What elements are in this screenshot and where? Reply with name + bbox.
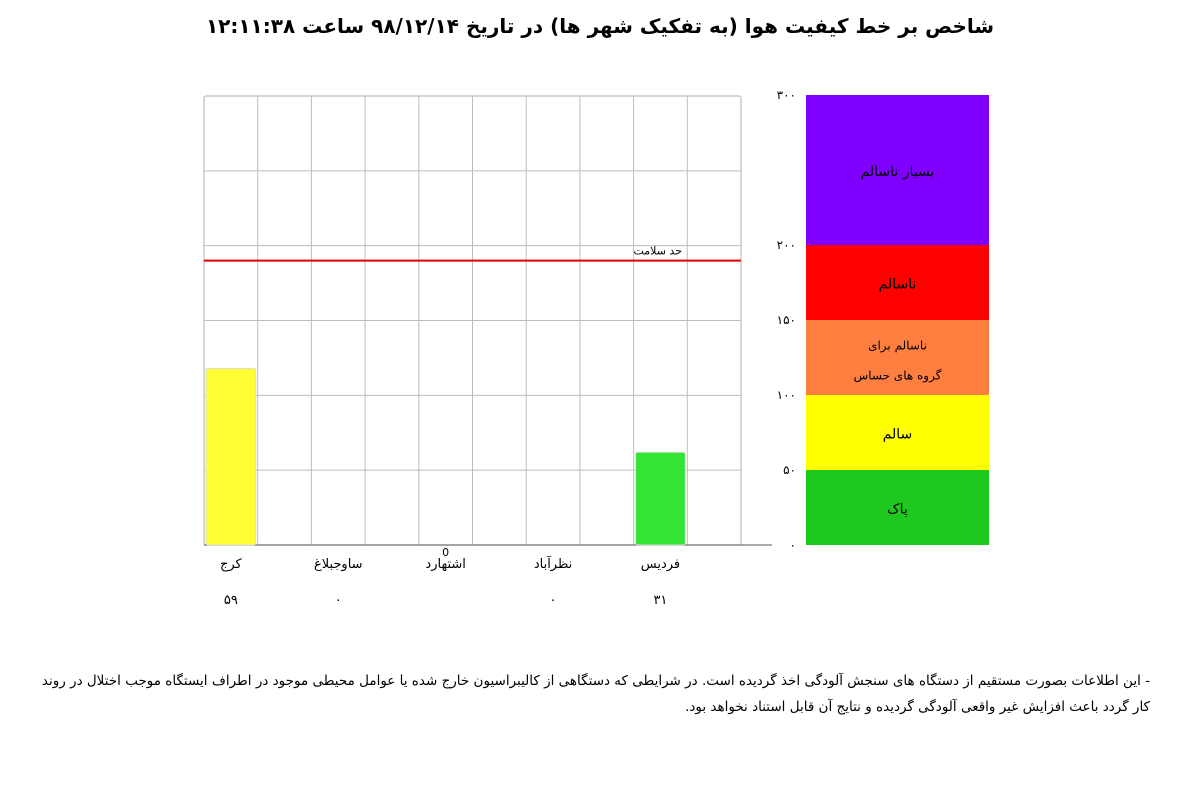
city-label-5: کرج [220,557,243,572]
scale-band-2 [806,395,989,470]
page-title: شاخص بر خط کیفیت هوا (به تفکیک شهر ها) د… [205,14,995,38]
city-label-2: نظرآباد [534,555,572,572]
zero-marker: 0 [442,546,449,559]
scale-band-label-4: ناسالم [879,277,917,293]
scale-band-label-1: پاک [887,502,908,518]
aqi-chart: حد سلامت فردیس ۳۱ نظرآباد ۰ اشتهارد ساوجبلاغ ۰… [203,88,989,608]
chart-bars [205,367,686,546]
scale-band-label-5: بسیار ناسالم [861,164,935,180]
value-label-5: ۵۹ [224,593,238,608]
scale-tick-3: ۱۰۰ [777,388,796,402]
scale-tick-2: ۵۰ [783,463,796,477]
scale-tick-6: ۳۰۰ [777,88,796,102]
scale-tick-5: ۲۰۰ [777,238,796,252]
scale-band-label-2: سالم [883,427,913,443]
scale-tick-4: ۱۵۰ [777,313,796,327]
bar-5 [205,367,257,546]
health-threshold: حد سلامت [204,245,741,262]
city-label-1: فردیس [641,557,680,572]
city-label-4: ساوجبلاغ [314,557,363,572]
scale-band-4 [806,245,989,320]
value-label-1: ۳۱ [653,593,667,608]
health-line-label: حد سلامت [633,245,682,258]
value-label-2: ۰ [550,593,557,608]
city-label-3: اشتهارد [425,557,465,572]
disclaimer-note: - این اطلاعات بصورت مستقیم از دستگاه های… [41,673,1150,715]
scale-band-label-3-line-1: ناسالم برای [868,339,927,354]
scale-band-1 [806,470,989,545]
aqi-scale: پاک سالم ناسالم برای گروه های حساس ناسالم بسی… [777,88,989,552]
bar-1 [635,451,686,546]
scale-band-3 [806,320,989,395]
chart-grid [203,95,772,546]
value-label-4: ۰ [335,593,342,608]
scale-band-5 [806,95,989,245]
scale-band-label-3-line-2: گروه های حساس [854,369,942,384]
scale-tick-1: ۰ [790,538,796,552]
chart-labels: فردیس ۳۱ نظرآباد ۰ اشتهارد ساوجبلاغ ۰ کرج ۵۹ 0 [220,546,680,608]
